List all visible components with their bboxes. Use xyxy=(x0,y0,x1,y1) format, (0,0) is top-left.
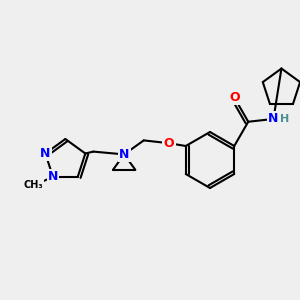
Text: N: N xyxy=(40,147,51,160)
Text: N: N xyxy=(119,148,129,161)
Text: N: N xyxy=(268,112,279,125)
Text: N: N xyxy=(48,170,58,184)
Text: O: O xyxy=(164,137,174,150)
Text: H: H xyxy=(280,114,289,124)
Text: CH₃: CH₃ xyxy=(24,180,43,190)
Text: O: O xyxy=(229,91,240,104)
